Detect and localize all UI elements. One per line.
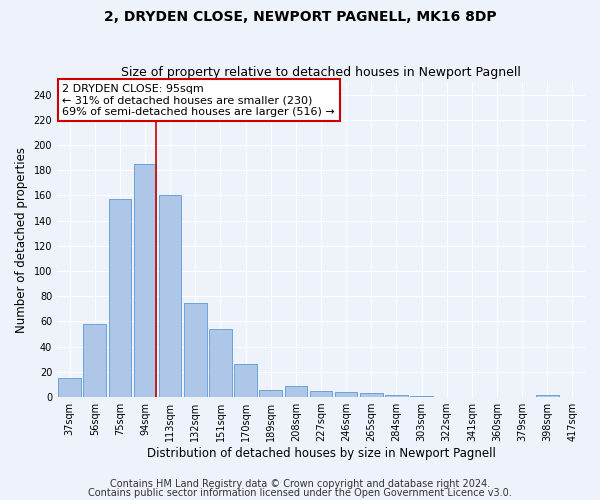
Bar xyxy=(58,378,81,397)
X-axis label: Distribution of detached houses by size in Newport Pagnell: Distribution of detached houses by size … xyxy=(146,447,496,460)
Bar xyxy=(234,364,257,397)
Bar xyxy=(83,324,106,397)
Text: Contains HM Land Registry data © Crown copyright and database right 2024.: Contains HM Land Registry data © Crown c… xyxy=(110,479,490,489)
Bar xyxy=(134,164,157,397)
Bar xyxy=(259,390,282,397)
Bar xyxy=(360,394,383,397)
Y-axis label: Number of detached properties: Number of detached properties xyxy=(15,146,28,332)
Bar xyxy=(109,199,131,397)
Bar xyxy=(159,196,181,397)
Bar xyxy=(410,396,433,397)
Bar xyxy=(284,386,307,397)
Bar xyxy=(335,392,358,397)
Text: 2, DRYDEN CLOSE, NEWPORT PAGNELL, MK16 8DP: 2, DRYDEN CLOSE, NEWPORT PAGNELL, MK16 8… xyxy=(104,10,496,24)
Title: Size of property relative to detached houses in Newport Pagnell: Size of property relative to detached ho… xyxy=(121,66,521,80)
Bar xyxy=(184,302,206,397)
Bar xyxy=(385,394,408,397)
Bar xyxy=(536,394,559,397)
Text: Contains public sector information licensed under the Open Government Licence v3: Contains public sector information licen… xyxy=(88,488,512,498)
Bar xyxy=(209,329,232,397)
Bar xyxy=(310,391,332,397)
Text: 2 DRYDEN CLOSE: 95sqm
← 31% of detached houses are smaller (230)
69% of semi-det: 2 DRYDEN CLOSE: 95sqm ← 31% of detached … xyxy=(62,84,335,117)
